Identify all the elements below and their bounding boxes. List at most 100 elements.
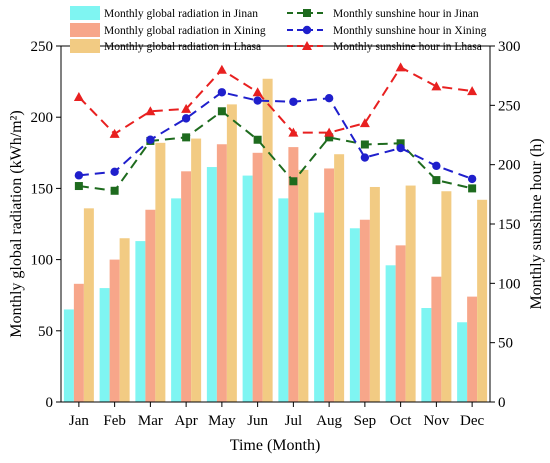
- x-tick-label: Dec: [460, 413, 484, 429]
- legend-swatch-radiation-jinan: [70, 6, 100, 20]
- bar-lhasa-apr: [191, 138, 202, 402]
- legend-label-sunshine-lhasa: Monthly sunshine hour in Lhasa: [333, 41, 482, 53]
- line-sunshine-lhasa: [78, 66, 473, 136]
- bar-jinan-nov: [421, 308, 432, 402]
- bar-jinan-may: [206, 167, 217, 402]
- bar-xining-jul: [288, 147, 299, 402]
- legend-marker-sunshine-lhasa: [302, 41, 312, 50]
- legend-label-sunshine-jinan: Monthly sunshine hour in Jinan: [333, 8, 479, 20]
- x-tick-label: Apr: [174, 413, 197, 429]
- legend-marker-sunshine-xining: [302, 25, 312, 35]
- bar-xining-apr: [181, 171, 192, 402]
- marker-sunshine-xining-apr: [181, 114, 191, 123]
- x-tick-label: Feb: [103, 413, 126, 429]
- x-tick-label: Jul: [285, 413, 303, 429]
- marker-sunshine-lhasa-oct: [395, 62, 406, 72]
- marker-sunshine-xining-jan: [74, 171, 84, 180]
- x-tick-label: Nov: [423, 413, 449, 429]
- bar-jinan-apr: [171, 198, 182, 402]
- x-tick-label: Jun: [247, 413, 268, 429]
- y-right-tick-label: 0: [498, 395, 506, 411]
- bar-jinan-jul: [278, 198, 289, 402]
- bar-xining-nov: [431, 276, 442, 402]
- bar-lhasa-may: [226, 104, 237, 402]
- bar-jinan-jun: [242, 175, 253, 402]
- bar-lhasa-mar: [155, 142, 166, 402]
- marker-sunshine-xining-jun: [253, 96, 262, 105]
- marker-sunshine-jinan-sep: [360, 140, 369, 149]
- marker-sunshine-lhasa-jun: [252, 87, 263, 97]
- bar-jinan-dec: [457, 322, 468, 402]
- bar-layer: [63, 78, 488, 403]
- bar-lhasa-oct: [405, 185, 416, 402]
- y-right-tick-label: 150: [498, 217, 521, 233]
- marker-sunshine-lhasa-may: [216, 64, 227, 74]
- y-left-tick-label: 200: [31, 110, 54, 126]
- x-tick-label: Aug: [316, 413, 342, 429]
- legend-marker-sunshine-jinan: [303, 9, 311, 17]
- marker-sunshine-lhasa-nov: [431, 81, 442, 91]
- marker-sunshine-xining-jul: [289, 97, 298, 106]
- y-right-tick-label: 250: [498, 98, 521, 114]
- bar-lhasa-jul: [298, 169, 309, 402]
- marker-sunshine-xining-aug: [324, 94, 334, 103]
- line-sunshine-jinan: [78, 110, 473, 192]
- bar-jinan-mar: [135, 241, 146, 402]
- x-tick-label: Mar: [138, 413, 163, 429]
- marker-sunshine-lhasa-feb: [109, 128, 120, 138]
- marker-sunshine-xining-feb: [110, 167, 119, 176]
- y-left-tick-label: 50: [38, 324, 53, 340]
- y-axis-left-title: Monthly global radiation (kWh/m²): [8, 110, 25, 337]
- bar-xining-sep: [359, 219, 370, 402]
- marker-sunshine-xining-oct: [396, 143, 405, 153]
- marker-sunshine-jinan-oct: [396, 139, 405, 148]
- bar-lhasa-feb: [119, 238, 130, 402]
- legend-label-sunshine-xining: Monthly sunshine hour in Xining: [333, 25, 487, 37]
- bar-xining-oct: [395, 245, 406, 402]
- bar-lhasa-sep: [369, 186, 380, 402]
- y-left-tick-label: 150: [31, 181, 54, 197]
- bar-jinan-aug: [314, 212, 325, 402]
- y-right-tick-label: 300: [498, 39, 521, 55]
- marker-sunshine-lhasa-aug: [324, 127, 335, 137]
- x-tick-label: Sep: [354, 413, 377, 429]
- bar-lhasa-jun: [262, 78, 273, 402]
- marker-sunshine-lhasa-jul: [288, 127, 299, 137]
- bar-lhasa-nov: [441, 191, 452, 402]
- bar-lhasa-dec: [477, 199, 488, 402]
- marker-sunshine-xining-dec: [467, 174, 477, 184]
- bar-xining-may: [216, 144, 227, 403]
- y-axis-right-title: Monthly sunshine hour (h): [528, 138, 545, 309]
- marker-sunshine-lhasa-sep: [359, 118, 370, 128]
- y-right-tick-label: 200: [498, 158, 521, 174]
- bar-xining-aug: [324, 168, 335, 402]
- line-sunshine-xining: [78, 91, 473, 180]
- bar-jinan-feb: [99, 288, 110, 402]
- marker-sunshine-xining-sep: [360, 153, 370, 162]
- bar-lhasa-aug: [334, 154, 345, 402]
- marker-sunshine-jinan-feb: [110, 186, 119, 195]
- bar-xining-jan: [73, 283, 84, 402]
- marker-sunshine-jinan-jul: [289, 177, 298, 186]
- bar-lhasa-jan: [83, 208, 94, 402]
- marker-sunshine-xining-mar: [146, 135, 155, 144]
- legend-label-radiation-xining: Monthly global radiation in Xining: [104, 25, 266, 37]
- marker-sunshine-xining-may: [217, 88, 227, 97]
- bar-jinan-jan: [63, 309, 74, 402]
- marker-sunshine-lhasa-dec: [467, 86, 478, 96]
- y-right-tick-label: 100: [498, 276, 521, 292]
- y-left-tick-label: 250: [31, 39, 54, 55]
- marker-sunshine-jinan-may: [217, 107, 226, 116]
- x-tick-label: Jan: [69, 413, 89, 429]
- marker-sunshine-jinan-jan: [74, 182, 83, 191]
- marker-sunshine-lhasa-jan: [73, 92, 84, 102]
- marker-sunshine-jinan-dec: [468, 184, 477, 193]
- bar-xining-jun: [252, 152, 263, 402]
- marker-sunshine-jinan-nov: [432, 176, 441, 185]
- marker-sunshine-jinan-aug: [325, 133, 334, 142]
- marker-sunshine-lhasa-mar: [145, 106, 156, 116]
- tick-layer: 0 50 100 150 200 250 0 50 100 150 200 250 300 Jan Feb M…: [31, 39, 521, 429]
- legend: Monthly global radiation in Jinan Monthly…: [70, 6, 487, 53]
- marker-sunshine-xining-nov: [432, 161, 441, 171]
